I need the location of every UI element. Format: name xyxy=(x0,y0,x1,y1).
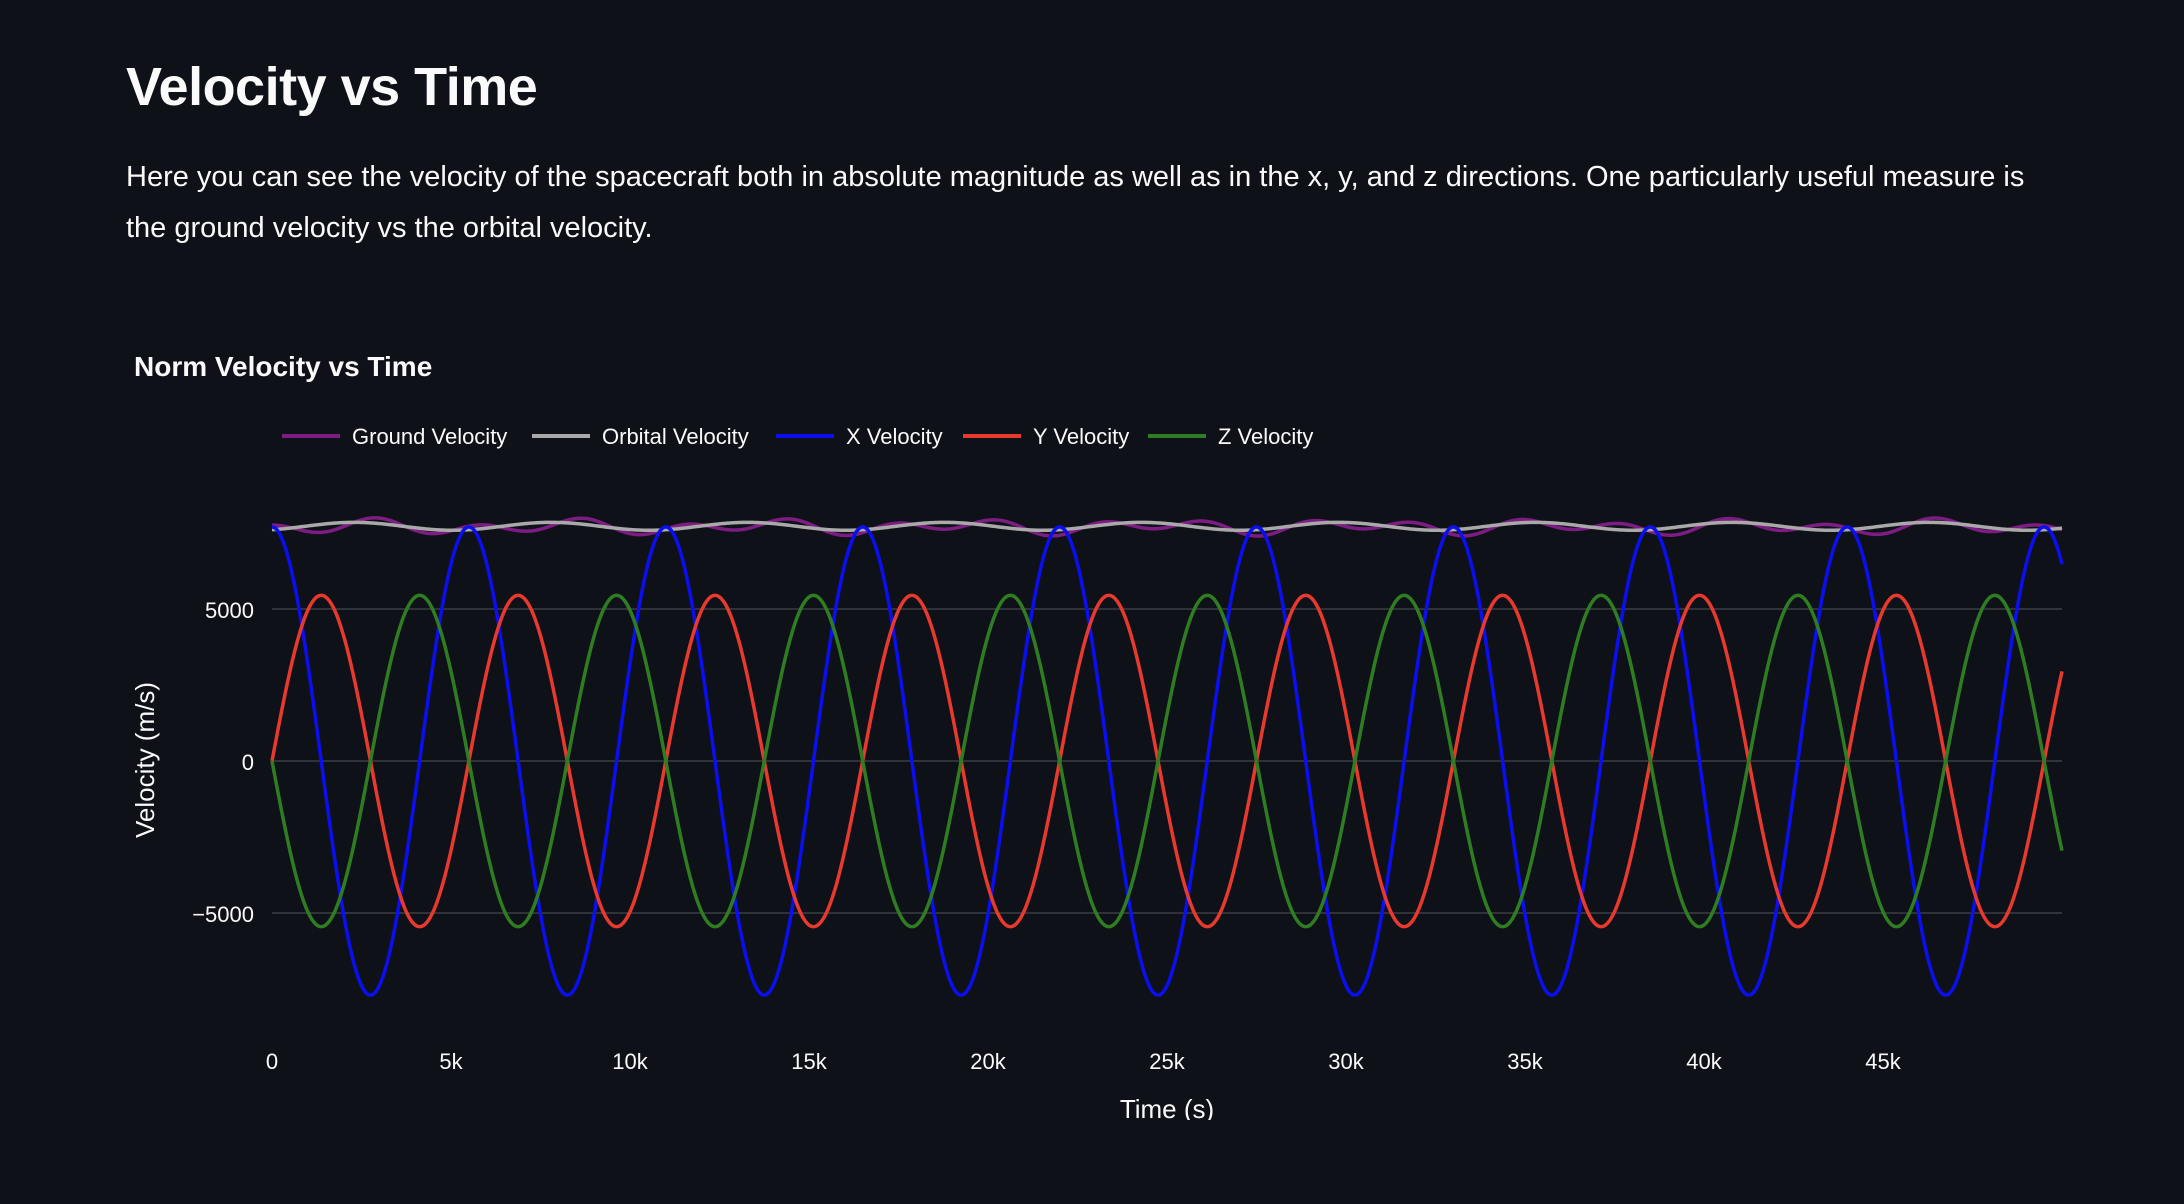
legend-label: Orbital Velocity xyxy=(602,424,749,449)
legend-item-x[interactable]: X Velocity xyxy=(776,424,943,449)
chart-lines[interactable] xyxy=(270,516,2064,997)
y-tick-label: 5000 xyxy=(205,598,254,623)
y-axis-label: Velocity (m/s) xyxy=(130,682,160,838)
x-tick-label: 40k xyxy=(1686,1049,1722,1074)
x-tick-label: 10k xyxy=(612,1049,648,1074)
x-axis-ticks: 0 5k 10k 15k 20k 25k 30k 35k 40k 45k xyxy=(266,1049,1902,1074)
legend-label: Z Velocity xyxy=(1218,424,1313,449)
x-tick-label: 20k xyxy=(970,1049,1006,1074)
y-tick-label: −5000 xyxy=(192,902,254,927)
series-line-x[interactable] xyxy=(271,525,2064,997)
legend-label: X Velocity xyxy=(846,424,943,449)
y-axis-ticks: −5000 0 5000 xyxy=(192,598,254,927)
page-description: Here you can see the velocity of the spa… xyxy=(126,161,2025,244)
x-axis-label: Time (s) xyxy=(1120,1094,1214,1120)
y-tick-label: 0 xyxy=(242,750,254,775)
series-line-ground[interactable] xyxy=(271,516,2063,538)
x-tick-label: 35k xyxy=(1507,1049,1543,1074)
page-title: Velocity vs Time xyxy=(126,57,538,117)
x-tick-label: 30k xyxy=(1328,1049,1364,1074)
legend-item-orbital[interactable]: Orbital Velocity xyxy=(532,424,749,449)
chart-container[interactable]: Norm Velocity vs Time Ground Velocity Orb… xyxy=(0,340,2184,1124)
legend-label: Y Velocity xyxy=(1033,424,1129,449)
legend-item-y[interactable]: Y Velocity xyxy=(963,424,1129,449)
legend-item-z[interactable]: Z Velocity xyxy=(1148,424,1313,449)
x-tick-label: 0 xyxy=(266,1049,278,1074)
chart-title: Norm Velocity vs Time xyxy=(134,351,432,382)
series-line-orbital[interactable] xyxy=(271,520,2063,533)
x-tick-label: 25k xyxy=(1149,1049,1185,1074)
legend-label: Ground Velocity xyxy=(352,424,507,449)
chart-grid xyxy=(272,608,2062,914)
chart-legend[interactable]: Ground Velocity Orbital Velocity X Velocit… xyxy=(282,424,1313,449)
x-tick-label: 5k xyxy=(439,1049,463,1074)
series-line-y[interactable] xyxy=(270,593,2064,929)
legend-item-ground[interactable]: Ground Velocity xyxy=(282,424,507,449)
x-tick-label: 45k xyxy=(1865,1049,1901,1074)
x-tick-label: 15k xyxy=(791,1049,827,1074)
series-line-z[interactable] xyxy=(270,593,2064,929)
velocity-chart[interactable]: Norm Velocity vs Time Ground Velocity Orb… xyxy=(0,340,2184,1124)
